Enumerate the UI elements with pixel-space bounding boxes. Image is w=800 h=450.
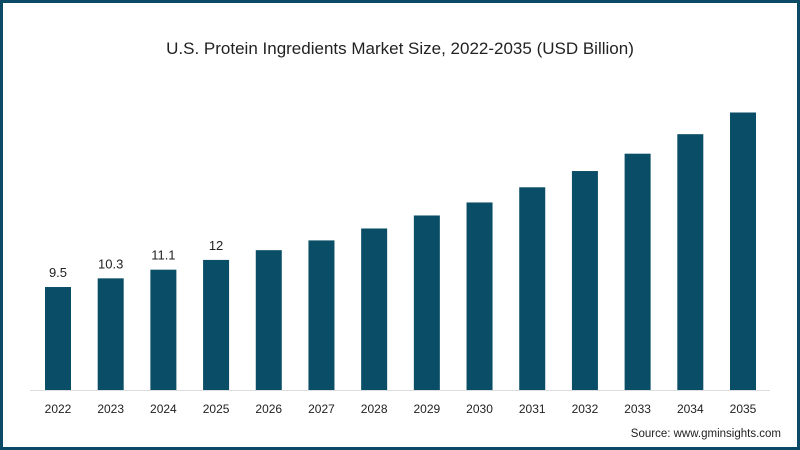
bar-2035 — [730, 112, 756, 390]
bar-2022 — [45, 287, 71, 390]
bar-2023 — [97, 278, 124, 390]
x-tick-label: 2026 — [255, 402, 282, 416]
data-label: 11.1 — [151, 248, 175, 263]
x-tick-label: 2032 — [572, 402, 599, 416]
bar-2029 — [413, 215, 440, 390]
data-label: 12 — [209, 238, 223, 253]
x-tick-label: 2035 — [730, 402, 757, 416]
bar-2030 — [466, 202, 493, 390]
x-tick-label: 2025 — [203, 402, 230, 416]
bar-2028 — [361, 228, 388, 390]
data-label: 10.3 — [98, 256, 123, 271]
x-tick-label: 2033 — [624, 402, 651, 416]
x-tick-label: 2028 — [361, 402, 388, 416]
x-tick-label: 2022 — [45, 402, 72, 416]
bar-2031 — [519, 187, 546, 390]
data-label: 9.5 — [49, 265, 67, 280]
x-tick-label: 2034 — [677, 402, 704, 416]
x-tick-label: 2029 — [413, 402, 440, 416]
bar-2034 — [677, 134, 704, 390]
x-tick-label: 2023 — [97, 402, 124, 416]
x-tick-label: 2027 — [308, 402, 335, 416]
source-note: Source: www.gminsights.com — [631, 428, 781, 440]
bar-2025 — [203, 259, 230, 390]
bar-2032 — [571, 171, 598, 390]
bar-2027 — [308, 240, 335, 390]
bar-2024 — [150, 269, 177, 390]
x-tick-label: 2030 — [466, 402, 493, 416]
x-tick-label: 2031 — [519, 402, 546, 416]
bar-2033 — [624, 153, 651, 390]
chart-title: U.S. Protein Ingredients Market Size, 20… — [166, 39, 634, 58]
bar-2026 — [255, 250, 282, 390]
x-tick-label: 2024 — [150, 402, 177, 416]
